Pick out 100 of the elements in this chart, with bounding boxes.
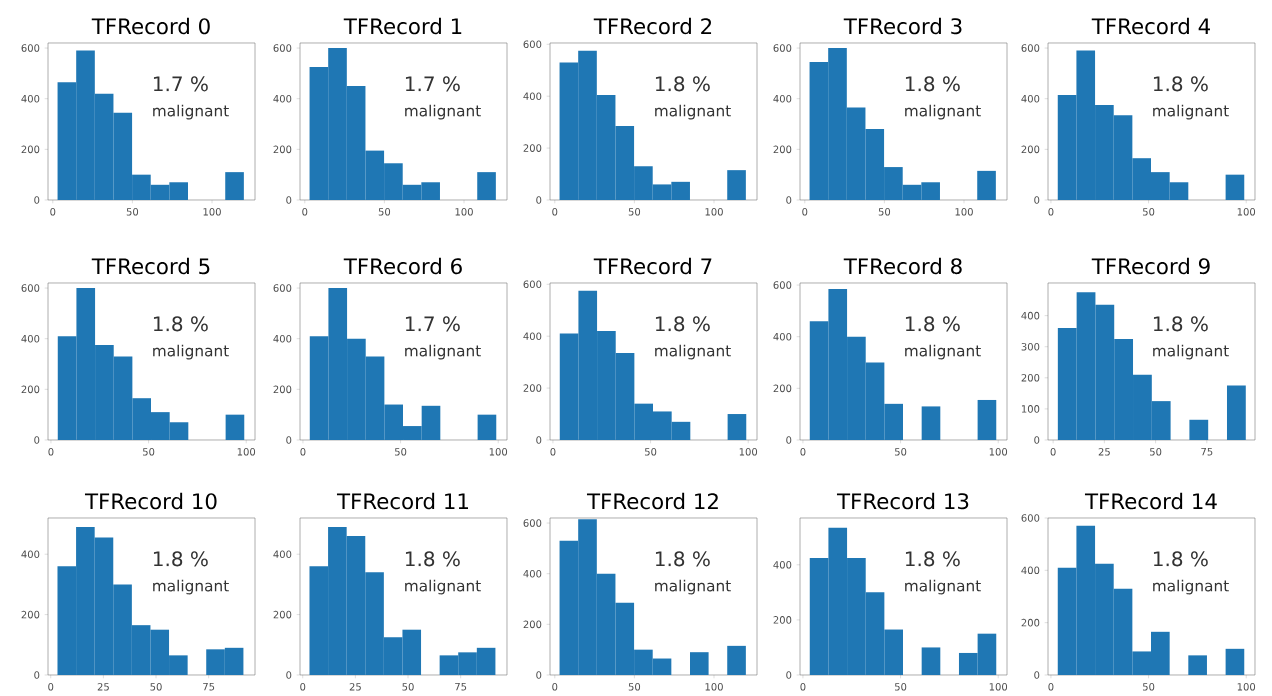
annotation: malignant xyxy=(655,579,731,595)
y-tick-label: 0 xyxy=(34,671,40,679)
chart-title: TFRecord 10 xyxy=(84,492,217,510)
annotation: 1.7 % xyxy=(153,76,208,92)
y-tick-label: 600 xyxy=(273,284,292,292)
x-tick-label: 100 xyxy=(237,448,256,456)
y-tick-label: 200 xyxy=(1021,145,1040,154)
chart-title: TFRecord 4 xyxy=(1091,17,1210,35)
y-tick-label: 200 xyxy=(273,610,292,619)
annotation: 1.8 % xyxy=(1153,551,1208,567)
y-tick-label: 400 xyxy=(1021,94,1040,103)
y-tick-label: 200 xyxy=(523,384,542,392)
chart-title: TFRecord 14 xyxy=(1084,492,1217,510)
x-tick-label: 50 xyxy=(628,683,641,691)
y-tick-label: 0 xyxy=(1034,671,1040,679)
x-tick-label: 50 xyxy=(1142,208,1155,216)
y-tick-label: 400 xyxy=(773,94,792,103)
y-tick-label: 400 xyxy=(21,334,40,343)
y-tick-label: 0 xyxy=(286,671,292,679)
x-tick-label: 0 xyxy=(300,683,306,691)
x-tick-label: 0 xyxy=(1048,683,1054,691)
y-tick-label: 600 xyxy=(21,284,40,292)
y-tick-label: 0 xyxy=(786,671,792,679)
x-tick-label: 100 xyxy=(955,208,973,216)
y-tick-label: 600 xyxy=(523,40,542,49)
chart-title: TFRecord 1 xyxy=(343,17,462,35)
chart-title: TFRecord 12 xyxy=(586,492,718,510)
annotation: 1.8 % xyxy=(905,551,960,567)
annotation: 1.8 % xyxy=(655,76,710,92)
annotation: malignant xyxy=(153,579,229,595)
chart-title: TFRecord 3 xyxy=(843,17,962,35)
x-tick-label: 50 xyxy=(894,683,907,691)
annotation: 1.8 % xyxy=(153,316,208,332)
x-tick-label: 50 xyxy=(894,448,907,456)
x-tick-label: 50 xyxy=(126,208,139,216)
annotation: malignant xyxy=(1153,344,1229,360)
y-tick-label: 0 xyxy=(536,671,542,679)
x-tick-label: 50 xyxy=(394,448,407,456)
y-tick-label: 0 xyxy=(786,196,792,204)
x-tick-label: 0 xyxy=(552,208,558,216)
y-tick-label: 400 xyxy=(273,94,292,103)
x-tick-label: 50 xyxy=(150,683,162,691)
x-tick-label: 75 xyxy=(455,683,467,691)
annotation: malignant xyxy=(655,104,731,120)
y-tick-label: 600 xyxy=(1021,514,1040,522)
y-tick-label: 200 xyxy=(773,616,792,624)
x-tick-label: 100 xyxy=(705,208,723,216)
y-tick-label: 200 xyxy=(21,145,40,154)
x-tick-label: 0 xyxy=(50,208,56,216)
chart-title: TFRecord 11 xyxy=(336,492,468,510)
y-tick-label: 200 xyxy=(523,144,542,152)
x-tick-label: 50 xyxy=(628,208,641,216)
y-tick-label: 600 xyxy=(21,44,40,52)
annotation: malignant xyxy=(153,104,229,120)
annotation: malignant xyxy=(405,104,481,120)
x-tick-label: 0 xyxy=(800,683,806,691)
y-tick-label: 200 xyxy=(273,385,292,394)
annotation: malignant xyxy=(905,579,981,595)
annotation: 1.8 % xyxy=(153,551,208,567)
y-tick-label: 600 xyxy=(523,519,542,527)
x-tick-label: 25 xyxy=(349,683,361,691)
y-tick-label: 400 xyxy=(523,332,542,340)
y-tick-label: 400 xyxy=(1021,311,1040,320)
x-tick-label: 75 xyxy=(203,683,215,691)
y-tick-label: 0 xyxy=(1034,196,1040,204)
chart-title: TFRecord 2 xyxy=(593,17,712,35)
y-tick-label: 0 xyxy=(786,436,792,444)
x-tick-label: 50 xyxy=(644,448,657,456)
x-tick-label: 100 xyxy=(203,208,221,216)
y-tick-label: 600 xyxy=(523,280,542,289)
x-tick-label: 0 xyxy=(552,683,558,691)
annotation: 1.7 % xyxy=(405,76,460,92)
x-tick-label: 50 xyxy=(402,683,414,691)
y-tick-label: 200 xyxy=(773,384,792,393)
annotation: 1.8 % xyxy=(655,316,710,332)
x-tick-label: 100 xyxy=(989,683,1008,691)
x-tick-label: 0 xyxy=(550,448,556,456)
x-tick-label: 0 xyxy=(302,208,308,216)
annotation: 1.8 % xyxy=(405,551,460,567)
x-tick-label: 50 xyxy=(1142,683,1155,691)
y-tick-label: 400 xyxy=(773,561,792,569)
x-tick-label: 0 xyxy=(1050,448,1056,456)
y-tick-label: 600 xyxy=(1021,44,1040,52)
annotation: 1.8 % xyxy=(905,316,960,332)
y-tick-label: 0 xyxy=(34,436,40,444)
annotation: malignant xyxy=(1153,104,1229,120)
y-tick-label: 400 xyxy=(273,334,292,343)
y-tick-label: 0 xyxy=(286,436,292,444)
y-tick-label: 400 xyxy=(773,332,792,341)
y-tick-label: 0 xyxy=(34,196,40,204)
annotation: malignant xyxy=(405,344,481,360)
y-tick-label: 200 xyxy=(1021,618,1040,627)
x-tick-label: 0 xyxy=(48,683,54,691)
chart-title: TFRecord 7 xyxy=(593,257,712,275)
annotation: malignant xyxy=(153,344,229,360)
y-tick-label: 200 xyxy=(1021,374,1040,382)
y-tick-label: 0 xyxy=(1034,436,1040,444)
annotation: 1.8 % xyxy=(1153,316,1208,332)
y-tick-label: 400 xyxy=(21,94,40,103)
x-tick-label: 100 xyxy=(989,448,1008,456)
